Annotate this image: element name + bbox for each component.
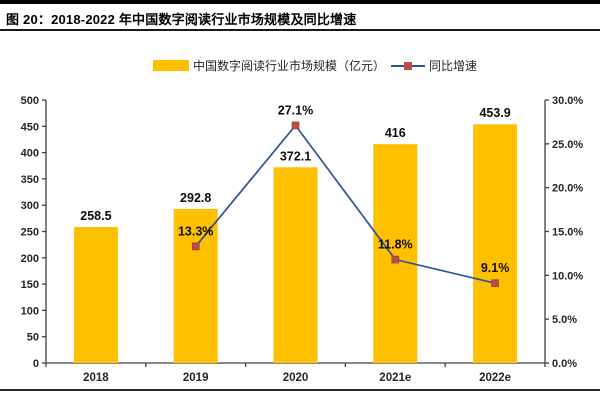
left-axis-tick-label: 350 <box>21 174 39 186</box>
left-axis-tick-label: 500 <box>21 95 39 107</box>
left-axis-tick-label: 50 <box>27 332 39 344</box>
legend-bars-label: 中国数字阅读行业市场规模（亿元） <box>193 59 386 73</box>
title-divider-rule <box>0 29 600 31</box>
line-series-swatch <box>391 60 425 71</box>
right-axis-tick-label: 15.0% <box>552 227 583 239</box>
growth-value-label-2019: 13.3% <box>178 224 213 238</box>
legend-item-market-size: 中国数字阅读行业市场规模（亿元） <box>153 57 385 74</box>
bar-series-swatch <box>153 60 189 71</box>
legend-item-growth: 同比增速 <box>391 57 477 74</box>
legend-line-label: 同比增速 <box>429 59 478 73</box>
x-axis-category-label: 2019 <box>183 372 209 384</box>
x-axis-category-label: 2022e <box>479 372 511 384</box>
bar-value-label-2019: 292.8 <box>180 191 211 205</box>
left-axis-tick-label: 250 <box>21 227 39 239</box>
bar-value-label-2018: 258.5 <box>80 209 111 223</box>
left-axis-tick-label: 100 <box>21 305 39 317</box>
growth-value-label-2022e: 9.1% <box>481 261 510 275</box>
left-axis-tick-label: 150 <box>21 279 39 291</box>
growth-marker-2022e <box>491 279 499 288</box>
bottom-border-rule <box>0 389 600 391</box>
left-axis-tick-label: 200 <box>21 253 39 265</box>
left-axis-tick-label: 0 <box>33 358 39 370</box>
x-axis-category-label: 2018 <box>83 372 109 384</box>
bar-value-label-2022e: 453.9 <box>479 106 510 120</box>
left-axis-tick-label: 300 <box>21 200 39 212</box>
bar-2021e <box>373 144 418 363</box>
figure-title: 图 20：2018-2022 年中国数字阅读行业市场规模及同比增速 <box>6 12 357 27</box>
bar-value-label-2021e: 416 <box>385 126 406 140</box>
top-border-rule <box>0 0 600 4</box>
bar-value-label-2020: 372.1 <box>280 149 311 163</box>
growth-marker-2020 <box>291 121 300 130</box>
growth-line <box>195 124 496 285</box>
left-axis-tick-label: 450 <box>21 121 39 133</box>
right-axis-tick-label: 0.0% <box>552 358 577 370</box>
x-axis-category-label: 2021e <box>379 372 411 384</box>
growth-marker-2019 <box>191 242 200 251</box>
growth-value-label-2021e: 11.8% <box>378 238 413 252</box>
bar-2022e <box>473 124 518 363</box>
right-axis-tick-label: 20.0% <box>552 183 583 195</box>
bar-2020 <box>273 167 318 363</box>
left-axis-tick-label: 400 <box>21 148 39 160</box>
right-axis-tick-label: 10.0% <box>552 270 583 282</box>
bar-2019 <box>173 208 218 363</box>
growth-value-label-2020: 27.1% <box>278 103 313 117</box>
line-swatch-marker <box>404 62 412 70</box>
growth-marker-2021e <box>391 255 400 264</box>
right-axis-tick-label: 25.0% <box>552 139 583 151</box>
right-axis-tick-label: 30.0% <box>552 95 583 107</box>
right-axis-tick-label: 5.0% <box>552 314 577 326</box>
x-axis-category-label: 2020 <box>283 372 309 384</box>
bar-2018 <box>73 227 118 363</box>
